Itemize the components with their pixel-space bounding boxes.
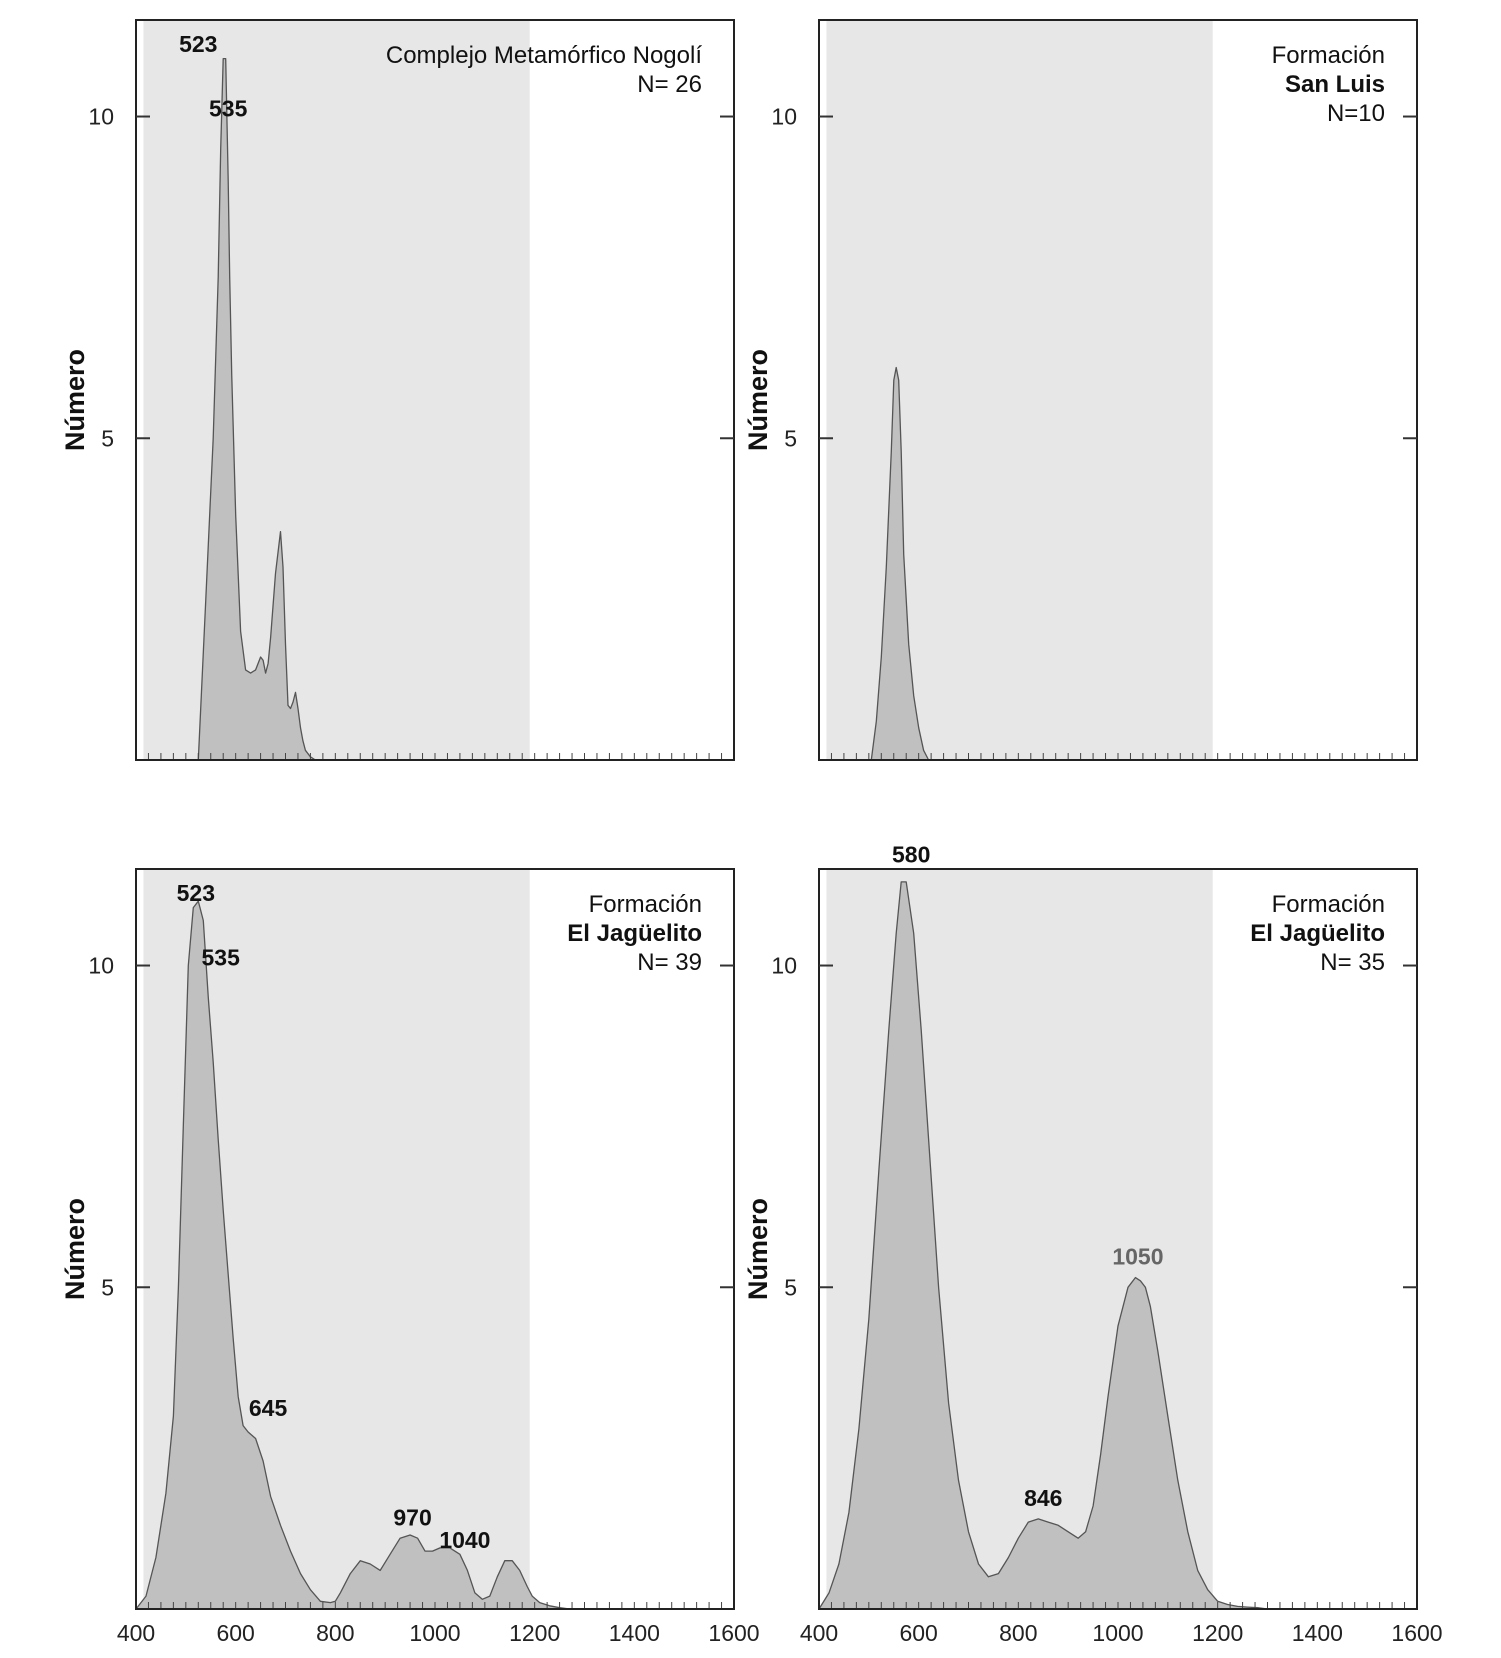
- peak-age-label: 523: [177, 880, 215, 906]
- x-tick-label: 1200: [1192, 1620, 1243, 1646]
- plot-frame: [818, 868, 1418, 1610]
- legend-line: Formación: [1272, 891, 1385, 918]
- peak-age-label: 580: [892, 842, 930, 868]
- peak-age-label: 645: [249, 1395, 288, 1421]
- x-tick-label: 1000: [409, 1620, 460, 1646]
- y-tick-label: 5: [101, 425, 114, 451]
- x-tick-label: 600: [216, 1620, 254, 1646]
- age-density-area: [870, 366, 930, 761]
- x-tick-label: 400: [800, 1620, 838, 1646]
- peak-age-label: 535: [202, 945, 241, 971]
- y-tick-label: 5: [101, 1274, 114, 1300]
- y-tick-label: 5: [784, 1274, 797, 1300]
- legend-line: Complejo Metamórfico Nogolí: [386, 42, 702, 69]
- legend-line: Formación: [589, 891, 702, 918]
- plot-frame: [818, 19, 1418, 761]
- legend-line: N= 39: [637, 949, 702, 976]
- legend-line: N= 35: [1320, 949, 1385, 976]
- y-tick-label: 10: [88, 104, 114, 130]
- x-tick-label: 1000: [1092, 1620, 1143, 1646]
- x-tick-label: 600: [899, 1620, 937, 1646]
- plot-frame: [135, 868, 735, 1610]
- y-axis-label: Número: [743, 349, 773, 451]
- x-tick-label: 800: [999, 1620, 1037, 1646]
- legend-line: Formación: [1272, 42, 1385, 69]
- peak-age-label: 1040: [439, 1527, 490, 1553]
- x-tick-label: 400: [117, 1620, 155, 1646]
- y-tick-label: 10: [88, 953, 114, 979]
- y-axis-label: Número: [60, 349, 90, 451]
- peak-age-label: 846: [1024, 1485, 1062, 1511]
- x-tick-label: 800: [316, 1620, 354, 1646]
- plot-frame: [135, 19, 735, 761]
- y-tick-label: 10: [771, 104, 797, 130]
- age-density-area: [135, 900, 571, 1610]
- y-axis-label: Número: [60, 1198, 90, 1300]
- age-density-area: [818, 881, 1269, 1610]
- age-density-area: [197, 57, 322, 761]
- x-tick-label: 1600: [1391, 1620, 1442, 1646]
- x-tick-label: 1400: [609, 1620, 660, 1646]
- legend-line: N= 26: [637, 71, 702, 98]
- legend-line: El Jagüelito: [567, 920, 702, 947]
- x-tick-label: 1400: [1292, 1620, 1343, 1646]
- y-tick-label: 5: [784, 425, 797, 451]
- peak-age-label: 523: [179, 31, 217, 57]
- chart-panel-4: 5 10 400 600 800 1000 1200 1400 1600 Número Formac…: [743, 842, 1443, 1646]
- y-axis-label: Número: [743, 1198, 773, 1300]
- chart-panel-3: 5 10 400 600 800 1000 1200 1400 1600 Número Formac…: [60, 868, 760, 1646]
- x-tick-label: 1200: [509, 1620, 560, 1646]
- peak-age-label: 1050: [1112, 1244, 1163, 1270]
- legend-line: N=10: [1327, 100, 1385, 127]
- y-tick-label: 10: [771, 953, 797, 979]
- legend-line: San Luis: [1285, 71, 1385, 98]
- peak-age-label: 535: [209, 96, 248, 122]
- legend-line: El Jagüelito: [1250, 920, 1385, 947]
- shaded-age-band: [143, 20, 530, 760]
- x-tick-label: 1600: [708, 1620, 759, 1646]
- peak-age-label: 970: [393, 1504, 431, 1530]
